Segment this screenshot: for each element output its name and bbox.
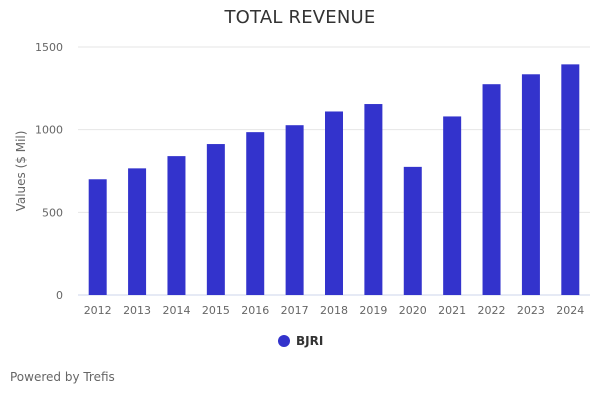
x-tick-label: 2021 (438, 304, 466, 317)
chart-title: TOTAL REVENUE (224, 7, 376, 28)
bar (128, 168, 147, 295)
legend[interactable]: BJRI (278, 334, 323, 348)
y-tick-label: 0 (56, 289, 63, 302)
legend-swatch (278, 335, 290, 347)
x-tick-label: 2012 (84, 304, 112, 317)
bar (443, 116, 462, 295)
legend-label: BJRI (296, 334, 324, 348)
bar (325, 111, 343, 295)
y-tick-label: 1000 (35, 124, 63, 137)
x-tick-label: 2016 (241, 304, 269, 317)
x-tick-label: 2013 (123, 304, 151, 317)
x-tick-label: 2017 (281, 304, 309, 317)
bar (482, 84, 501, 295)
bar (167, 156, 186, 295)
bar (88, 179, 107, 295)
bar (206, 144, 225, 295)
x-tick-label: 2015 (202, 304, 230, 317)
x-tick-label: 2018 (320, 304, 348, 317)
x-tick-label: 2020 (399, 304, 427, 317)
bar (364, 104, 383, 295)
y-tick-label: 1500 (35, 41, 63, 54)
credits-link[interactable]: Powered by Trefis (10, 370, 115, 384)
bar (561, 64, 580, 295)
bar (521, 74, 540, 295)
y-tick-label: 500 (42, 206, 63, 219)
x-tick-label: 2023 (517, 304, 545, 317)
x-tick-label: 2014 (162, 304, 190, 317)
bar (246, 132, 265, 295)
bar (403, 166, 422, 295)
bar (285, 125, 304, 295)
x-tick-label: 2022 (478, 304, 506, 317)
y-axis-title: Values ($ Mil) (14, 131, 28, 212)
x-tick-label: 2019 (359, 304, 387, 317)
x-tick-label: 2024 (556, 304, 584, 317)
